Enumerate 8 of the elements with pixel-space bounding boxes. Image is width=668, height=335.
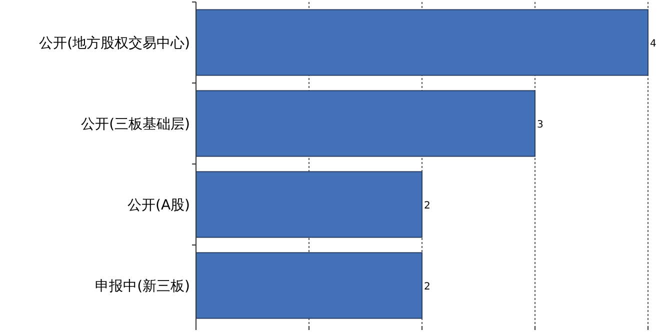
y-tick-label: 公开(地方股权交易中心) xyxy=(39,36,190,52)
data-label: 2 xyxy=(424,200,430,212)
data-label: 4 xyxy=(650,38,656,50)
data-label: 3 xyxy=(537,120,544,130)
data-label: 2 xyxy=(424,282,430,292)
y-tick-label: 申报中(新三板) xyxy=(95,278,190,294)
y-tick-label: 公开(A股) xyxy=(127,198,190,214)
y-tick-label: 公开(三板基础层) xyxy=(81,116,190,132)
